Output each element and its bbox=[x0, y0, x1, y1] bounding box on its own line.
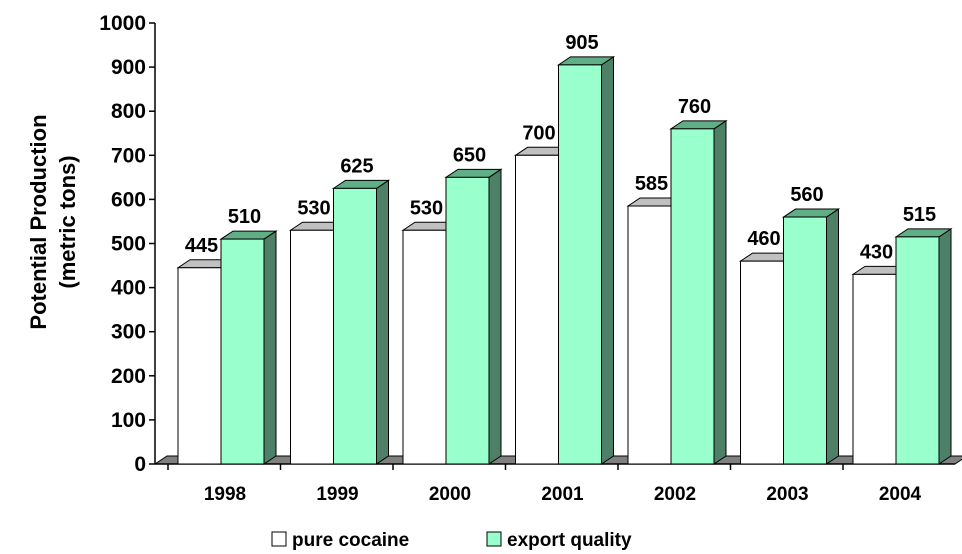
data-label-pure-cocaine-2000: 530 bbox=[410, 197, 443, 219]
x-tick-label-2004: 2004 bbox=[879, 484, 922, 505]
bar-export-quality-2003 bbox=[781, 208, 841, 465]
data-label-pure-cocaine-2002: 585 bbox=[635, 173, 668, 195]
y-axis-title: Potential Production bbox=[26, 114, 51, 329]
bar-front bbox=[895, 236, 940, 465]
bar-front bbox=[627, 205, 672, 465]
bar-front bbox=[515, 154, 559, 465]
data-label-export-quality-2001: 905 bbox=[565, 32, 598, 54]
data-label-pure-cocaine-2001: 700 bbox=[522, 122, 555, 144]
bar-front bbox=[220, 238, 265, 465]
data-label-pure-cocaine-2003: 460 bbox=[747, 228, 780, 250]
x-tick-label-2000: 2000 bbox=[429, 484, 471, 505]
bar-front bbox=[402, 229, 447, 465]
bar-front bbox=[852, 273, 897, 465]
y-axis-title-units: (metric tons) bbox=[55, 155, 80, 288]
bars bbox=[176, 55, 953, 465]
bar-side bbox=[376, 179, 389, 465]
data-label-pure-cocaine-1999: 530 bbox=[297, 197, 330, 219]
bar-export-quality-2004 bbox=[894, 227, 953, 465]
y-tick-label: 800 bbox=[111, 100, 146, 123]
legend-swatch-pure-cocaine bbox=[271, 531, 287, 547]
x-tick-label-2003: 2003 bbox=[766, 484, 808, 505]
x-tick-label-2001: 2001 bbox=[541, 484, 584, 505]
legend-label-pure-cocaine: pure cocaine bbox=[292, 530, 409, 551]
y-tick-label: 500 bbox=[111, 233, 146, 256]
bar-front bbox=[558, 64, 602, 465]
data-label-export-quality-2004: 515 bbox=[903, 204, 936, 226]
bar-export-quality-1998 bbox=[219, 230, 278, 465]
data-label-pure-cocaine-2004: 430 bbox=[860, 241, 893, 263]
data-label-export-quality-2003: 560 bbox=[790, 184, 823, 206]
y-tick-label: 600 bbox=[111, 188, 146, 211]
y-tick-labels: 0 100 200 300 400 500 600 700 800 900 1000 bbox=[99, 12, 146, 476]
bar-front bbox=[290, 229, 334, 465]
bar-front bbox=[333, 187, 377, 465]
bar-front bbox=[670, 128, 715, 465]
x-tick-label-2002: 2002 bbox=[654, 484, 696, 505]
bar-export-quality-2002 bbox=[669, 119, 728, 465]
legend-label-export-quality: export quality bbox=[507, 530, 632, 551]
bar-side bbox=[263, 230, 277, 465]
data-label-export-quality-1999: 625 bbox=[340, 155, 373, 177]
bar-side bbox=[601, 55, 614, 465]
bar-export-quality-2001 bbox=[556, 55, 616, 465]
y-tick-label: 1000 bbox=[99, 12, 146, 35]
y-tick-label: 0 bbox=[134, 453, 146, 476]
legend-swatch-export-quality bbox=[486, 531, 502, 547]
x-tick-label-1999: 1999 bbox=[316, 484, 358, 505]
bar-front bbox=[783, 216, 827, 465]
y-tick-label: 400 bbox=[111, 277, 146, 300]
bar-side bbox=[826, 208, 839, 465]
x-tick-labels: 1998 1999 2000 2001 2002 2003 2004 bbox=[204, 484, 922, 505]
x-tick-label-1998: 1998 bbox=[204, 484, 246, 505]
y-tick-label: 200 bbox=[111, 365, 146, 388]
y-tick-label: 900 bbox=[111, 56, 146, 79]
data-label-export-quality-2000: 650 bbox=[453, 144, 486, 166]
bar-side bbox=[488, 168, 502, 465]
data-label-export-quality-2002: 760 bbox=[678, 96, 711, 118]
bar-export-quality-2000 bbox=[444, 168, 503, 465]
bar-front bbox=[740, 260, 784, 465]
bar-side bbox=[938, 227, 952, 465]
data-label-export-quality-1998: 510 bbox=[228, 206, 261, 228]
legend: pure cocaine export quality bbox=[271, 530, 632, 551]
bar-front bbox=[445, 176, 490, 465]
bar-front bbox=[177, 267, 222, 465]
y-tick-label: 700 bbox=[111, 144, 146, 167]
data-labels: 445 510 530 625 530 650 700 905 585 760 460 560 430 5… bbox=[185, 32, 936, 263]
y-tick-label: 100 bbox=[111, 409, 146, 432]
bar-export-quality-1999 bbox=[331, 179, 391, 465]
y-tick-label: 300 bbox=[111, 321, 146, 344]
bar-side bbox=[713, 119, 727, 465]
data-label-pure-cocaine-1998: 445 bbox=[185, 235, 218, 257]
